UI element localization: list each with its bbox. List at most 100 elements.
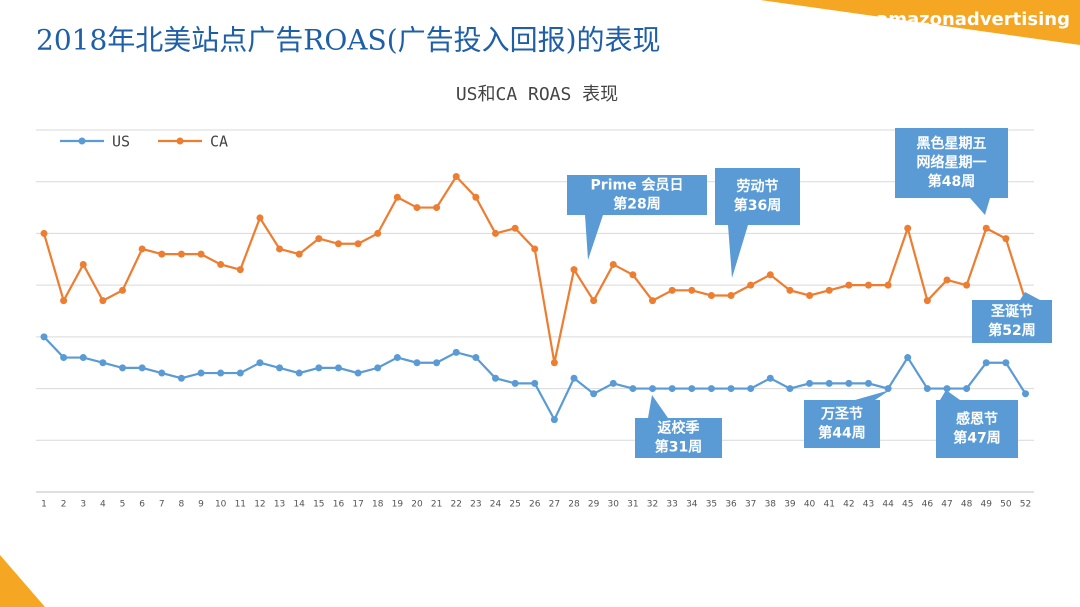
x-tick-label: 8 <box>179 500 185 510</box>
point <box>531 379 539 387</box>
point <box>747 385 755 393</box>
x-tick-label: 5 <box>120 500 126 510</box>
point <box>629 271 637 279</box>
point <box>590 297 598 305</box>
point <box>60 354 68 362</box>
x-tick-label: 30 <box>608 500 620 510</box>
point <box>119 364 127 372</box>
x-tick-label: 23 <box>470 500 481 510</box>
point <box>60 297 68 305</box>
point <box>472 354 480 362</box>
point <box>629 385 637 393</box>
x-tick-label: 50 <box>1000 500 1012 510</box>
point <box>491 374 499 382</box>
callout-pointer <box>855 390 890 400</box>
point <box>452 173 460 181</box>
point <box>688 286 696 294</box>
x-tick-label: 35 <box>706 500 717 510</box>
callout-text: 返校季 <box>658 420 700 437</box>
point <box>707 291 715 299</box>
point <box>158 369 166 377</box>
point <box>217 260 225 268</box>
callout-box <box>895 128 1008 198</box>
point <box>923 385 931 393</box>
x-tick-label: 7 <box>159 500 165 510</box>
x-tick-label: 11 <box>235 500 246 510</box>
point <box>40 229 48 237</box>
point <box>1022 390 1029 398</box>
point <box>295 250 303 258</box>
point <box>354 369 362 377</box>
callout-box <box>972 300 1052 343</box>
point <box>197 250 205 258</box>
point <box>276 364 284 372</box>
point <box>923 297 931 305</box>
point <box>649 385 657 393</box>
x-tick-label: 13 <box>274 500 285 510</box>
point <box>79 354 87 362</box>
callout-box <box>804 400 880 448</box>
x-tick-label: 25 <box>509 500 520 510</box>
callout-text: 圣诞节 <box>990 303 1033 320</box>
point <box>433 359 441 367</box>
point <box>766 374 774 382</box>
point <box>354 240 362 248</box>
point <box>590 390 598 398</box>
x-tick-label: 9 <box>198 500 204 510</box>
point <box>158 250 166 258</box>
callout-pointer <box>970 198 990 215</box>
point <box>393 354 401 362</box>
point <box>982 224 990 232</box>
x-tick-label: 31 <box>627 500 638 510</box>
point <box>668 385 676 393</box>
x-tick-label: 41 <box>823 500 834 510</box>
x-tick-label: 26 <box>529 500 541 510</box>
point <box>79 260 87 268</box>
callout-pointer <box>728 225 748 278</box>
callout-box <box>567 175 707 215</box>
x-tick-label: 28 <box>568 500 580 510</box>
point <box>727 291 735 299</box>
x-tick-label: 6 <box>139 500 145 510</box>
point <box>334 364 342 372</box>
point <box>707 385 715 393</box>
point <box>374 364 382 372</box>
x-tick-label: 21 <box>431 500 442 510</box>
x-tick-label: 49 <box>981 500 993 510</box>
point <box>747 281 755 289</box>
point <box>256 214 264 222</box>
point <box>649 297 657 305</box>
x-tick-label: 12 <box>254 500 265 510</box>
point <box>138 364 146 372</box>
callout-text: 劳动节 <box>737 178 779 195</box>
point <box>766 271 774 279</box>
point <box>688 385 696 393</box>
point <box>511 379 519 387</box>
x-tick-label: 34 <box>686 500 698 510</box>
x-tick-label: 43 <box>863 500 874 510</box>
point <box>1002 359 1010 367</box>
point <box>393 193 401 201</box>
callout-text: 第44周 <box>818 425 865 442</box>
point <box>256 359 264 367</box>
point <box>609 379 617 387</box>
point <box>864 281 872 289</box>
point <box>511 224 519 232</box>
x-tick-label: 52 <box>1020 500 1031 510</box>
callout-box <box>635 418 722 458</box>
callout-text: 网络星期一 <box>917 154 987 171</box>
point <box>786 286 794 294</box>
point <box>550 416 558 424</box>
point <box>845 281 853 289</box>
point <box>570 374 578 382</box>
point <box>119 286 127 294</box>
x-tick-label: 37 <box>745 500 756 510</box>
point <box>963 385 971 393</box>
point <box>904 354 912 362</box>
x-tick-label: 10 <box>215 500 227 510</box>
x-tick-label: 38 <box>765 500 777 510</box>
chart-title: US和CA ROAS 表现 <box>456 84 618 105</box>
point <box>99 297 107 305</box>
point <box>884 281 892 289</box>
